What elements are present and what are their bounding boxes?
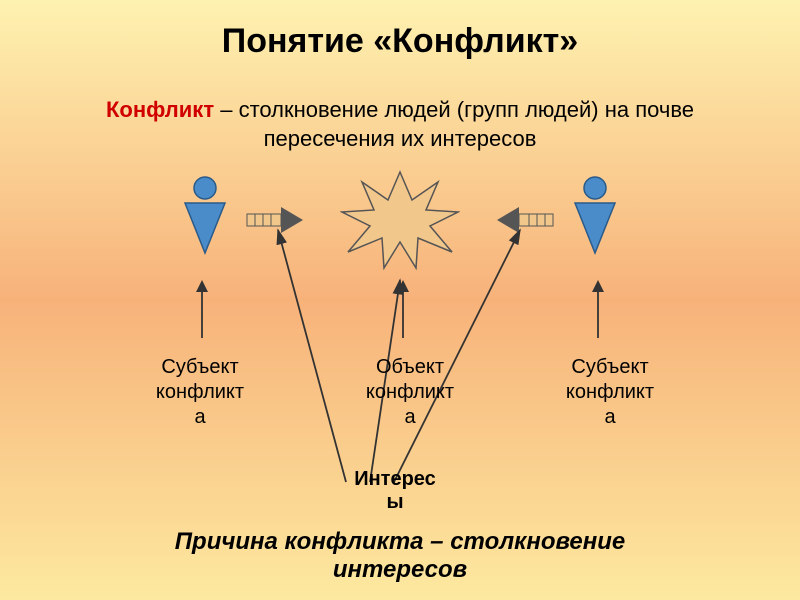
pointer-up-left-icon <box>194 280 210 320</box>
label-text: ы <box>386 491 403 513</box>
slide-title: Понятие «Конфликт» <box>0 22 800 61</box>
conflict-starburst-icon <box>340 170 460 270</box>
conclusion-line1: Причина конфликта – столкновение <box>175 528 625 555</box>
definition-text: Конфликт – столкновение людей (групп люд… <box>60 96 740 153</box>
label-text: конфликт <box>156 381 244 403</box>
label-text: а <box>604 406 615 428</box>
person-left-icon <box>175 175 235 255</box>
label-text: а <box>404 406 415 428</box>
conclusion-text: Причина конфликта – столкновение интерес… <box>0 528 800 584</box>
pointer-up-right-icon <box>590 280 606 320</box>
label-text: Субъект <box>161 356 238 378</box>
definition-rest: – столкновение людей (групп людей) на по… <box>214 97 694 151</box>
slide-root: Понятие «Конфликт» Конфликт – столкновен… <box>0 0 800 600</box>
conclusion-line2: интересов <box>333 556 467 583</box>
pointer-up-center-icon <box>395 280 411 320</box>
label-text: Объект <box>376 356 444 378</box>
label-interests: Интерес ы <box>325 468 465 514</box>
arrow-left-icon <box>495 205 555 235</box>
label-text: конфликт <box>366 381 454 403</box>
definition-term: Конфликт <box>106 97 214 122</box>
label-text: Интерес <box>354 468 436 490</box>
arrow-right-icon <box>245 205 305 235</box>
label-text: а <box>194 406 205 428</box>
label-text: Субъект <box>571 356 648 378</box>
label-subject-left: Субъект конфликт а <box>140 355 260 430</box>
person-right-icon <box>565 175 625 255</box>
label-object-center: Объект конфликт а <box>350 355 470 430</box>
label-subject-right: Субъект конфликт а <box>550 355 670 430</box>
label-text: конфликт <box>566 381 654 403</box>
